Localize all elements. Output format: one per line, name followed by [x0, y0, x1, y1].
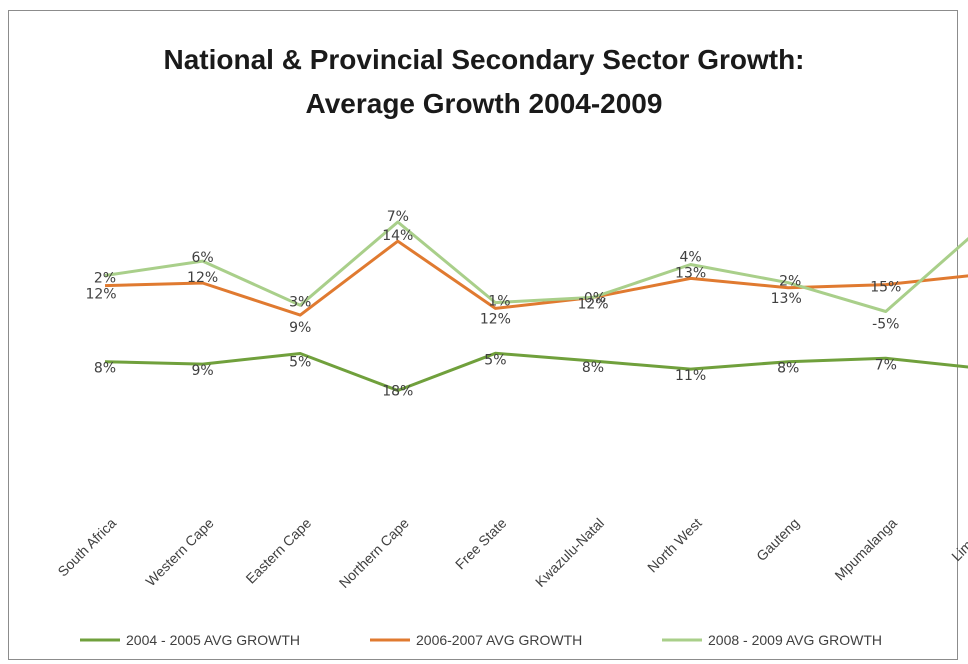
x-tick-label: Free State	[452, 515, 510, 573]
data-label: 12%	[577, 296, 608, 312]
data-label: 1%	[488, 294, 510, 310]
legend-label: 2008 - 2009 AVG GROWTH	[708, 632, 882, 648]
data-labels: 8%9%5%18%5%8%11%8%7%11%12%12%9%14%12%12%…	[85, 209, 968, 400]
x-tick-label: Kwazulu-Natal	[532, 515, 607, 590]
data-label: 2%	[94, 271, 116, 287]
data-label: 11%	[675, 368, 706, 384]
series-line	[104, 351, 968, 392]
data-label: 18%	[382, 384, 413, 400]
data-label: 7%	[875, 357, 897, 373]
legend-label: 2004 - 2005 AVG GROWTH	[126, 632, 300, 648]
data-label: 0%	[584, 290, 606, 306]
data-label: 6%	[191, 250, 213, 266]
legend-label: 2006-2007 AVG GROWTH	[416, 632, 582, 648]
series-line	[104, 220, 968, 313]
legend: 2004 - 2005 AVG GROWTH 2006-2007 AVG GROW…	[80, 632, 882, 648]
data-label: -5%	[872, 317, 899, 333]
data-label: 12%	[480, 311, 511, 327]
data-label: 8%	[94, 361, 116, 377]
x-tick-label: Northern Cape	[336, 515, 412, 591]
x-tick-label: Western Cape	[142, 515, 217, 590]
series-lines	[104, 220, 968, 392]
data-label: 5%	[484, 352, 506, 368]
data-label: 12%	[187, 270, 218, 286]
chart-frame	[8, 10, 958, 660]
x-tick-label: South Africa	[54, 515, 119, 580]
data-label: 8%	[777, 361, 799, 377]
data-label: 13%	[771, 291, 802, 307]
x-tick-label: Limpopo	[948, 515, 968, 564]
data-label: 7%	[387, 209, 409, 225]
data-label: 4%	[679, 250, 701, 266]
data-label: 14%	[382, 228, 413, 244]
x-tick-label: Mpumalanga	[831, 515, 900, 584]
data-label: 8%	[582, 360, 604, 376]
data-label: 12%	[85, 287, 116, 303]
data-label: 13%	[675, 265, 706, 281]
data-label: 9%	[289, 320, 311, 336]
data-label: 15%	[870, 280, 901, 296]
data-label: 9%	[191, 363, 213, 379]
data-label: 5%	[289, 355, 311, 371]
chart-subtitle: Average Growth 2004-2009	[305, 88, 663, 119]
chart-title: National & Provincial Secondary Sector G…	[163, 44, 805, 75]
data-label: 3%	[289, 294, 311, 310]
x-tick-label: Gauteng	[753, 515, 802, 564]
x-axis-tick-labels: South Africa Western Cape Eastern Cape Nort…	[54, 515, 968, 591]
data-label: 2%	[779, 274, 801, 290]
series-line	[104, 239, 968, 317]
x-tick-label: Eastern Cape	[242, 515, 314, 587]
x-tick-label: North West	[644, 515, 705, 576]
